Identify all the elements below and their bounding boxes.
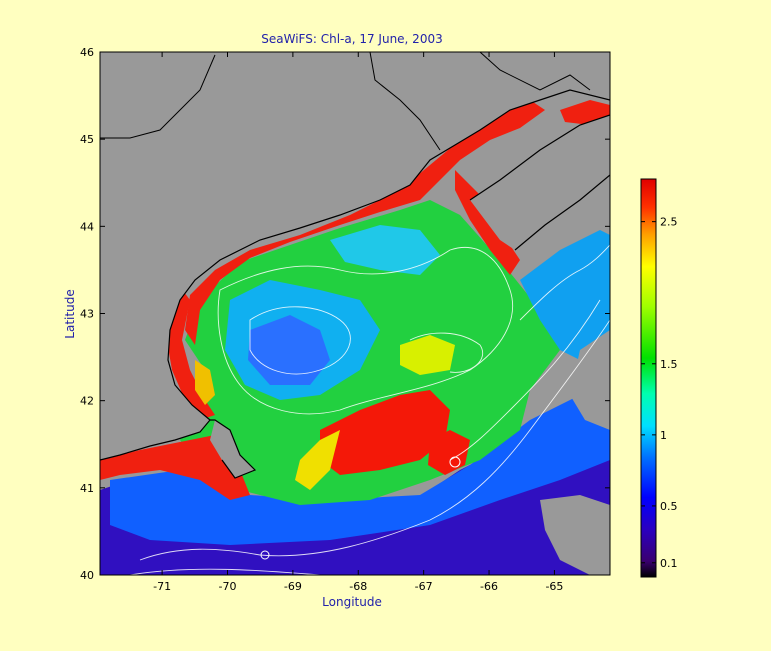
coastline-cape-cod (210, 419, 257, 479)
x-tick-label: -68 (349, 580, 367, 593)
central-yellow-patch (400, 335, 455, 375)
y-tick-label: 40 (80, 569, 94, 582)
y-tick-label: 41 (80, 482, 94, 495)
y-tick-label: 45 (80, 133, 94, 146)
x-axis-label: Longitude (322, 595, 382, 609)
map-title: SeaWiFS: Chl-a, 17 June, 2003 (261, 32, 442, 46)
y-axis: 40 41 42 43 44 45 46 (80, 46, 610, 582)
colorbar-gradient (640, 178, 657, 578)
ocean-shelf-blue (110, 380, 610, 545)
bathymetry-contours (129, 244, 610, 575)
state-borders (100, 52, 591, 151)
y-tick-label: 42 (80, 395, 94, 408)
colorbar-tick-label: 1.5 (660, 358, 678, 371)
land-offshore-cloud (570, 330, 610, 430)
colorbar-tick-label: 0.5 (660, 500, 678, 513)
x-tick-label: -67 (415, 580, 433, 593)
contour-ring (260, 550, 270, 560)
x-axis: -71 -70 -69 -68 -67 -66 -65 (153, 52, 563, 593)
basin-cyan-east (330, 225, 440, 275)
georges-bank-bloom (320, 390, 450, 475)
y-tick-label: 43 (80, 308, 94, 321)
southern-new-england-bloom (100, 435, 250, 500)
contour-ring (449, 456, 461, 468)
y-tick-label: 46 (80, 46, 94, 59)
gulf-of-maine-water (180, 200, 560, 505)
colorbar-tick-label: 2.5 (660, 216, 678, 229)
y-axis-label: Latitude (63, 289, 77, 338)
land-south-cloud (540, 495, 610, 575)
colorbar-ticks: 0.1 0.5 1 1.5 2.5 (641, 216, 678, 570)
colorbar: 0.1 0.5 1 1.5 2.5 (640, 178, 678, 578)
x-tick-label: -71 (153, 580, 171, 593)
x-tick-label: -69 (284, 580, 302, 593)
colorbar-tick-label: 1 (660, 429, 667, 442)
land-new-england (100, 52, 610, 460)
x-tick-label: -66 (480, 580, 498, 593)
y-tick-label: 44 (80, 220, 94, 233)
capecod-yellow (195, 360, 215, 405)
coastal-bloom-capecod (165, 280, 215, 420)
coastline-nova-scotia (469, 114, 610, 251)
offshore-cyan (520, 230, 610, 360)
colorbar-tick-label: 0.1 (660, 557, 678, 570)
georges-transition-yellow (295, 430, 340, 490)
coastal-bloom-maine (185, 100, 545, 345)
coastline (100, 89, 610, 461)
x-tick-label: -70 (219, 580, 237, 593)
map-panel (100, 52, 610, 575)
x-tick-label: -65 (545, 580, 563, 593)
land-cape-cod (210, 420, 255, 478)
land-nova-scotia (470, 115, 610, 250)
